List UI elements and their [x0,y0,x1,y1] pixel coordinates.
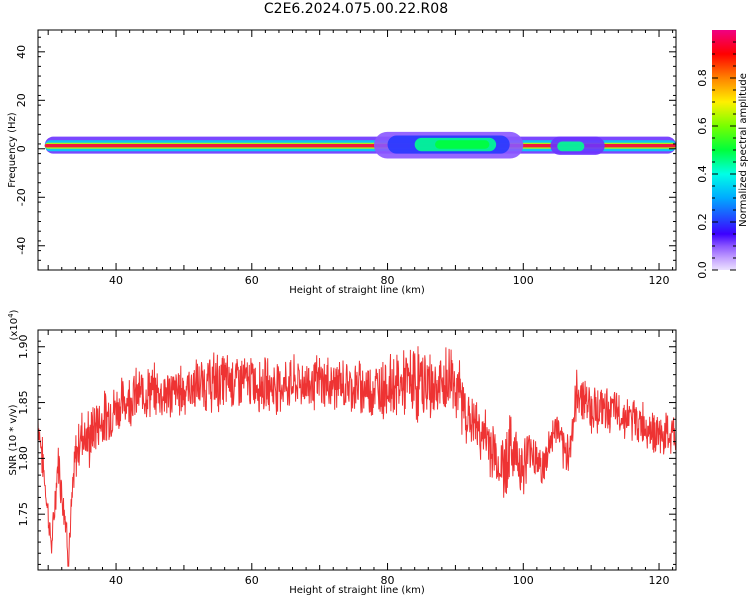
colorbar-label: Normalized spectral amplitude [738,73,749,227]
y-tick-label: 20 [15,93,28,107]
x-tick-label: 120 [649,274,670,287]
y-scale-label: (x104) [7,309,20,340]
x-axis-label: Height of straight line (km) [289,285,425,296]
heatmap-layer [44,131,676,159]
figure-title: C2E6.2024.075.00.22.R08 [263,1,449,17]
x-tick-label: 40 [109,274,123,287]
y-tick-label: 1.85 [17,390,30,415]
colorbar-tick-label: 0.0 [696,261,709,279]
x-tick-label: 100 [513,274,534,287]
y-axis-label: SNR (10 * v/v) [8,404,19,475]
heatmap-band [557,141,585,152]
colorbar [712,30,736,270]
x-axis-label: Height of straight line (km) [289,585,425,596]
x-tick-label: 40 [109,574,123,587]
colorbar-tick-label: 0.6 [696,117,709,135]
y-tick-label: 0 [15,145,28,152]
x-tick-label: 60 [245,574,259,587]
colorbar-tick-label: 0.4 [696,165,709,183]
y-tick-label: 1.90 [17,334,30,359]
y-tick-label: -40 [15,237,28,255]
colorbar-tick-label: 0.2 [696,213,709,231]
x-tick-label: 100 [513,574,534,587]
plot-frame-bottom [37,329,677,571]
x-tick-label: 60 [245,274,259,287]
y-tick-label: 1.80 [17,446,30,471]
y-tick-label: -20 [15,188,28,206]
y-axis-label: Frequency (Hz) [7,112,18,188]
heatmap-band [435,140,490,149]
colorbar-tick-label: 0.8 [696,69,709,87]
plot-frame-top [37,29,677,271]
snr-line [38,346,676,567]
x-tick-label: 80 [381,574,395,587]
x-tick-label: 80 [381,274,395,287]
x-tick-label: 120 [649,574,670,587]
y-tick-label: 1.75 [17,502,30,527]
y-tick-label: 40 [15,45,28,59]
